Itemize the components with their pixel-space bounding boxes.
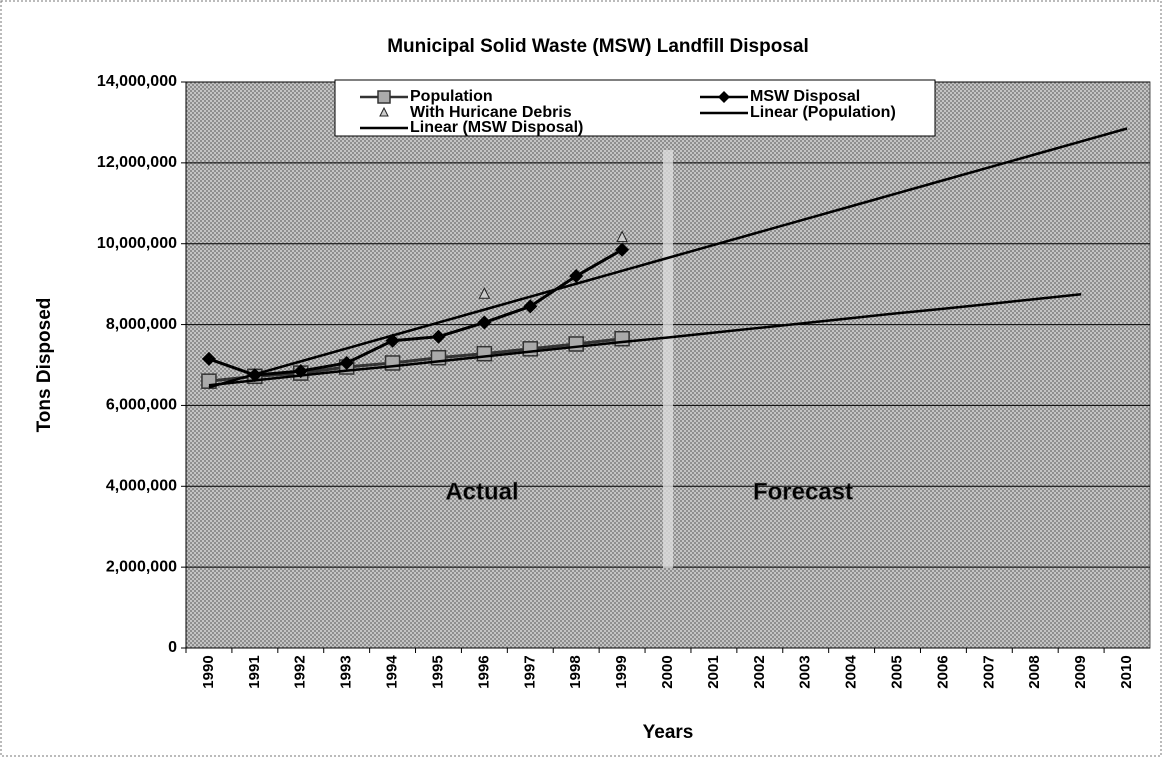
x-tick-label: 2004 xyxy=(843,655,860,689)
y-tick-label: 14,000,000 xyxy=(97,73,177,90)
series-line xyxy=(208,127,1128,389)
x-tick-label: 2006 xyxy=(934,655,951,688)
annotation: Forecast xyxy=(753,478,853,505)
y-tick-label: 2,000,000 xyxy=(106,558,177,575)
x-tick-label: 1996 xyxy=(475,655,492,688)
marker-diamond xyxy=(569,269,584,284)
legend-label: With Huricane Debris xyxy=(410,104,572,121)
x-tick-label: 2003 xyxy=(797,655,814,688)
x-tick-label: 2007 xyxy=(980,655,997,688)
x-tick-label: 2001 xyxy=(705,655,722,688)
legend-label: MSW Disposal xyxy=(750,88,860,105)
marker-diamond xyxy=(615,242,630,257)
y-tick-label: 0 xyxy=(168,639,177,656)
series-line xyxy=(208,293,1082,387)
legend-marker xyxy=(379,106,389,117)
marker-diamond xyxy=(431,329,446,344)
x-tick-label: 2010 xyxy=(1118,655,1135,688)
y-tick-label: 12,000,000 xyxy=(97,154,177,171)
legend-label: Population xyxy=(410,88,493,105)
marker-diamond xyxy=(523,299,538,314)
legend-box xyxy=(334,79,936,137)
marker-square xyxy=(522,341,539,357)
marker-triangle xyxy=(616,230,628,243)
y-tick-label: 10,000,000 xyxy=(97,235,177,252)
forecast-divider xyxy=(663,150,673,568)
x-tick-label: 1997 xyxy=(521,655,538,688)
x-tick-label: 1998 xyxy=(567,655,584,688)
marker-diamond xyxy=(477,315,492,330)
marker-square xyxy=(476,345,493,362)
x-tick-label: 1999 xyxy=(613,655,630,688)
x-tick-label: 1992 xyxy=(292,655,309,688)
x-tick-label: 1990 xyxy=(200,655,217,688)
x-axis-title: Years xyxy=(643,722,694,743)
legend-marker xyxy=(718,91,730,103)
x-tick-label: 1991 xyxy=(246,655,263,688)
x-tick-label: 2000 xyxy=(659,655,676,688)
x-tick-label: 2008 xyxy=(1026,655,1043,688)
x-tick-label: 1994 xyxy=(384,655,401,689)
y-axis-title: Tons Disposed xyxy=(34,298,55,433)
legend-marker xyxy=(377,90,391,104)
x-tick-label: 1995 xyxy=(429,655,446,688)
marker-triangle xyxy=(478,287,491,299)
x-tick-label: 2009 xyxy=(1072,655,1089,688)
series-line xyxy=(208,337,623,383)
marker-diamond xyxy=(339,355,354,370)
legend-label: Linear (Population) xyxy=(750,104,896,121)
x-tick-label: 1993 xyxy=(338,655,355,688)
legend-label: Linear (MSW Disposal) xyxy=(410,119,583,136)
y-tick-label: 4,000,000 xyxy=(106,478,177,495)
annotation: Actual xyxy=(445,478,518,505)
y-tick-label: 6,000,000 xyxy=(106,397,177,414)
marker-square xyxy=(568,336,584,352)
x-tick-label: 2002 xyxy=(751,655,768,688)
chart-title: Municipal Solid Waste (MSW) Landfill Dis… xyxy=(387,36,809,57)
marker-diamond xyxy=(201,351,216,366)
x-tick-label: 2005 xyxy=(888,655,905,688)
y-tick-label: 8,000,000 xyxy=(106,316,177,333)
